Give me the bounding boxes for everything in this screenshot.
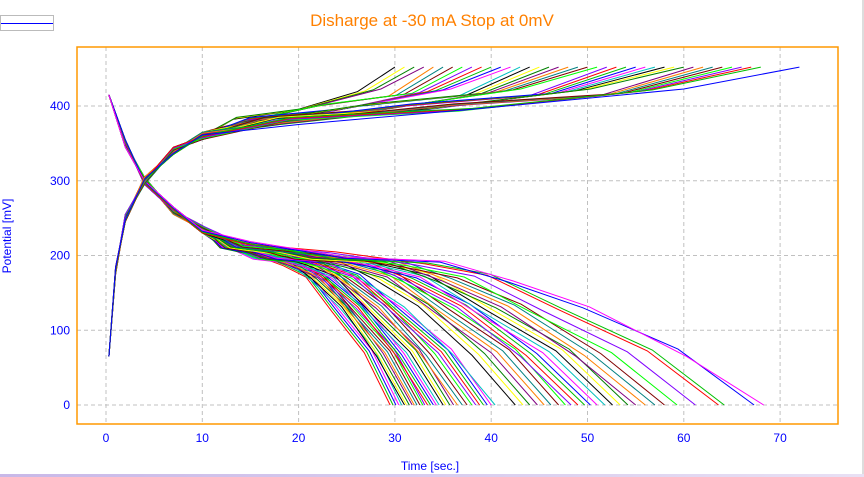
discharge-curve <box>108 94 606 406</box>
y-tick-label: 300 <box>50 174 70 188</box>
discharge-curve <box>108 94 531 406</box>
plot-frame <box>76 46 839 425</box>
y-tick-label: 400 <box>50 99 70 113</box>
charge-curve <box>108 66 800 357</box>
x-axis-label: Time [sec.] <box>401 459 459 473</box>
discharge-curve <box>108 94 538 406</box>
discharge-curve <box>108 94 585 406</box>
x-tick-label: 20 <box>292 431 306 445</box>
y-tick-label: 100 <box>50 323 70 337</box>
charge-curve <box>108 66 656 357</box>
chart-title: Disharge at -30 mA Stop at 0mV <box>310 11 554 30</box>
legend-line <box>1 23 53 24</box>
x-tick-label: 0 <box>103 431 110 445</box>
discharge-curve <box>108 94 545 406</box>
x-tick-label: 70 <box>773 431 787 445</box>
discharge-curve <box>108 94 572 406</box>
discharge-curve <box>108 94 579 406</box>
x-tick-label: 60 <box>677 431 691 445</box>
discharge-curve <box>108 94 552 406</box>
y-axis-label: Potential [mV] <box>0 199 14 274</box>
curves <box>108 66 800 406</box>
y-tick-label: 200 <box>50 249 70 263</box>
legend <box>0 15 54 31</box>
window-bottom-bar <box>0 474 864 477</box>
discharge-curve <box>108 94 591 406</box>
discharge-curve <box>108 94 621 406</box>
x-tick-label: 30 <box>388 431 402 445</box>
discharge-curve <box>108 94 629 406</box>
discharge-curve <box>108 94 764 406</box>
x-tick-label: 40 <box>485 431 499 445</box>
y-ticks: 0 100 200 300 400 <box>50 99 70 412</box>
y-tick-label: 0 <box>63 398 70 412</box>
x-tick-label: 50 <box>581 431 595 445</box>
x-ticks: 0 10 20 30 40 50 60 70 <box>103 431 787 445</box>
window-edge <box>862 0 864 474</box>
discharge-curve <box>108 94 613 406</box>
x-tick-label: 10 <box>196 431 210 445</box>
